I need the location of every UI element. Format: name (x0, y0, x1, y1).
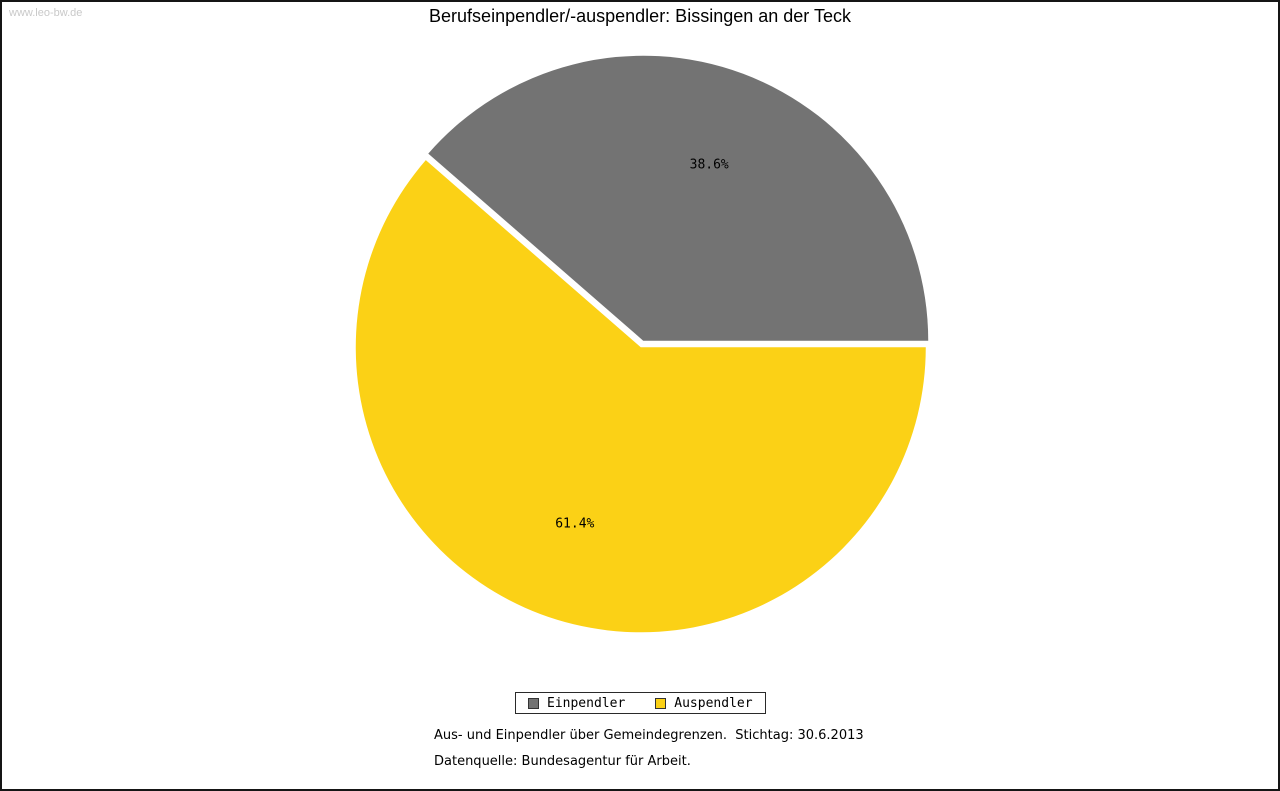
legend-item-einpendler: Einpendler (528, 696, 625, 711)
page-title: Berufseinpendler/-auspendler: Bissingen … (429, 6, 851, 26)
percent-label-auspendler: 61.4% (555, 516, 594, 531)
footnote-data-source: Datenquelle: Bundesagentur für Arbeit. (434, 754, 691, 769)
legend-swatch-einpendler (528, 697, 539, 709)
pie-slice-einpendler (428, 55, 929, 341)
footnote-source-date: Aus- und Einpendler über Gemeindegrenzen… (434, 728, 864, 743)
percent-label-einpendler: 38.6% (690, 158, 729, 173)
watermark: www.leo-bw.de (9, 7, 83, 19)
legend-label-auspendler: Auspendler (674, 695, 753, 711)
legend-item-auspendler: Auspendler (655, 695, 753, 711)
legend: Einpendler Auspendler (515, 692, 766, 714)
pie-slice-auspendler (355, 160, 926, 633)
legend-label-einpendler: Einpendler (547, 695, 626, 711)
legend-swatch-auspendler (655, 697, 667, 709)
